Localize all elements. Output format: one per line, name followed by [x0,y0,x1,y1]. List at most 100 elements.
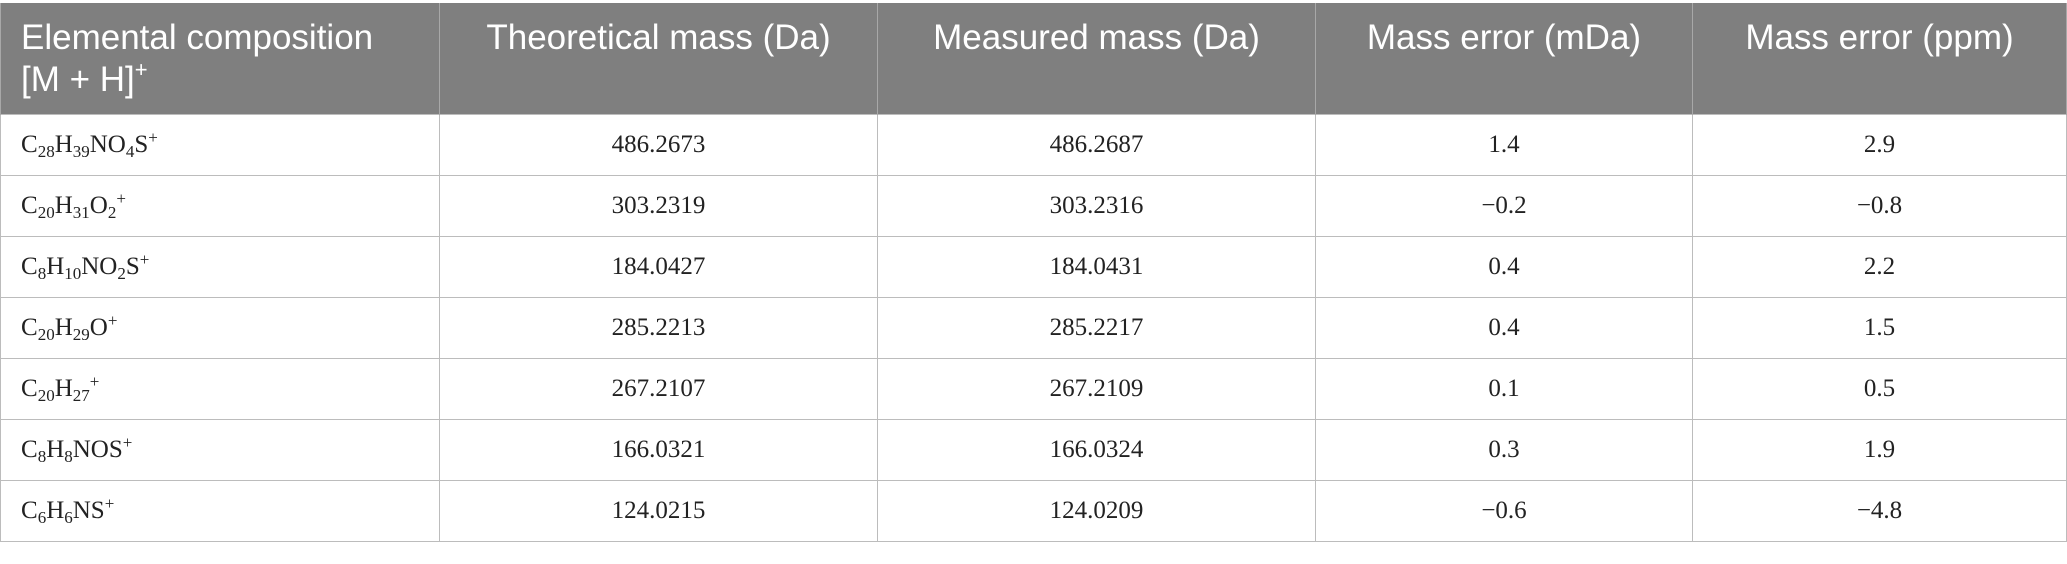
formula-subscript: 31 [72,202,90,222]
formula-element-text: NOS [72,435,123,463]
table-body: C28H39NO4S+ 486.2673 486.2687 1.4 2.9 C2… [0,113,2067,542]
table-row: C6H6NS+ 124.0215 124.0209 −0.6 −4.8 [0,479,2067,542]
formula-cell: C8H8NOS+ [0,418,440,481]
formula-charge-superscript: + [107,310,118,330]
mass-error-mda-cell: 1.4 [1315,113,1693,176]
theoretical-mass-cell: 285.2213 [439,296,878,359]
mass-error-mda-cell: 0.3 [1315,418,1693,481]
formula-element-text: NS [72,496,105,524]
formula-subscript: 29 [72,324,90,344]
formula-subscript: 2 [107,202,117,222]
formula-charge-superscript: + [148,127,158,147]
formula-subscript: 39 [72,141,90,161]
mass-error-ppm-cell: 2.2 [1692,235,2067,298]
formula-subscript: 28 [37,141,55,161]
formula-element-text: H [54,374,73,402]
table-row: C20H31O2+ 303.2319 303.2316 −0.2 −0.8 [0,174,2067,237]
formula-element-text: H [54,191,73,219]
header-measured-mass: Measured mass (Da) [877,3,1316,114]
measured-mass-cell: 285.2217 [877,296,1316,359]
formula-element-text: H [46,435,65,463]
formula-element-text: C [21,191,38,219]
formula-element-text: C [21,435,38,463]
table-header: Elemental composition [M + H]+ Theoretic… [0,3,2067,114]
formula-element-text: NO [81,252,118,280]
mass-error-ppm-cell: 1.9 [1692,418,2067,481]
theoretical-mass-cell: 166.0321 [439,418,878,481]
formula-element-text: O [89,191,108,219]
header-elemental-composition: Elemental composition [M + H]+ [0,3,440,114]
measured-mass-cell: 486.2687 [877,113,1316,176]
formula-subscript: 2 [117,263,126,283]
formula-element-text: C [21,374,38,402]
table-row: C28H39NO4S+ 486.2673 486.2687 1.4 2.9 [0,113,2067,176]
mass-accuracy-table: Elemental composition [M + H]+ Theoretic… [0,3,2067,542]
table-row: C8H10NO2S+ 184.0427 184.0431 0.4 2.2 [0,235,2067,298]
mass-error-mda-cell: −0.2 [1315,174,1693,237]
formula-element-text: S [125,252,140,280]
formula-cell: C8H10NO2S+ [0,235,440,298]
header-mass-error-mda: Mass error (mDa) [1315,3,1693,114]
formula-subscript: 8 [64,446,73,466]
formula-subscript: 20 [37,385,55,405]
formula-element-text: C [21,313,38,341]
mass-error-mda-cell: 0.4 [1315,235,1693,298]
formula-element-text: H [54,130,73,158]
formula-subscript: 6 [37,507,47,527]
measured-mass-cell: 267.2109 [877,357,1316,420]
mass-error-mda-cell: 0.1 [1315,357,1693,420]
mass-error-ppm-cell: −4.8 [1692,479,2067,542]
formula-element-text: H [46,496,65,524]
theoretical-mass-cell: 267.2107 [439,357,878,420]
mass-accuracy-table-container: Elemental composition [M + H]+ Theoretic… [0,3,2067,542]
formula-element-text: C [21,496,38,524]
theoretical-mass-cell: 184.0427 [439,235,878,298]
formula-subscript: 4 [125,141,135,161]
mass-error-ppm-cell: −0.8 [1692,174,2067,237]
mass-error-ppm-cell: 0.5 [1692,357,2067,420]
formula-cell: C6H6NS+ [0,479,440,542]
formula-element-text: H [54,313,73,341]
table-row: C20H29O+ 285.2213 285.2217 0.4 1.5 [0,296,2067,359]
formula-charge-superscript: + [116,188,126,208]
formula-cell: C20H29O+ [0,296,440,359]
header-row: Elemental composition [M + H]+ Theoretic… [0,3,2067,114]
mass-error-mda-cell: −0.6 [1315,479,1693,542]
formula-subscript: 20 [37,324,55,344]
formula-charge-superscript: + [122,432,133,452]
theoretical-mass-cell: 486.2673 [439,113,878,176]
header-mass-error-ppm: Mass error (ppm) [1692,3,2067,114]
header-elemental-composition-sup: + [134,57,148,82]
formula-subscript: 8 [37,446,47,466]
measured-mass-cell: 124.0209 [877,479,1316,542]
formula-subscript: 27 [72,385,90,405]
mass-error-ppm-cell: 1.5 [1692,296,2067,359]
formula-subscript: 10 [64,263,82,283]
table-row: C8H8NOS+ 166.0321 166.0324 0.3 1.9 [0,418,2067,481]
formula-subscript: 20 [37,202,55,222]
formula-element-text: NO [89,130,126,158]
formula-charge-superscript: + [89,371,100,391]
formula-cell: C28H39NO4S+ [0,113,440,176]
formula-subscript: 8 [37,263,47,283]
header-elemental-composition-text: Elemental composition [M + H] [21,18,374,99]
formula-element-text: S [134,130,149,158]
header-theoretical-mass: Theoretical mass (Da) [439,3,878,114]
formula-element-text: C [21,252,38,280]
formula-charge-superscript: + [104,493,115,513]
measured-mass-cell: 184.0431 [877,235,1316,298]
theoretical-mass-cell: 124.0215 [439,479,878,542]
formula-element-text: H [46,252,65,280]
measured-mass-cell: 303.2316 [877,174,1316,237]
formula-charge-superscript: + [139,249,150,269]
table-row: C20H27+ 267.2107 267.2109 0.1 0.5 [0,357,2067,420]
formula-element-text: O [89,313,108,341]
measured-mass-cell: 166.0324 [877,418,1316,481]
theoretical-mass-cell: 303.2319 [439,174,878,237]
mass-error-ppm-cell: 2.9 [1692,113,2067,176]
formula-element-text: C [21,130,38,158]
formula-cell: C20H31O2+ [0,174,440,237]
formula-subscript: 6 [64,507,73,527]
mass-error-mda-cell: 0.4 [1315,296,1693,359]
formula-cell: C20H27+ [0,357,440,420]
